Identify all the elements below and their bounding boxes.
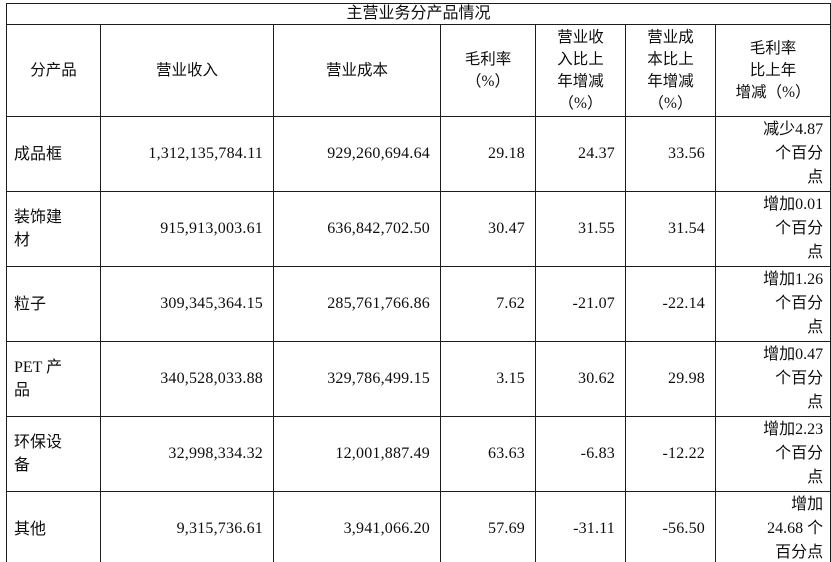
cost-cell: 636,842,702.50 <box>273 191 441 267</box>
revenue-cell: 915,913,003.61 <box>100 191 274 267</box>
margin-yoy-cell: 减少4.87 个百分 点 <box>714 116 831 192</box>
cost-cell: 285,761,766.86 <box>273 266 441 342</box>
revenue-cell: 309,345,364.15 <box>100 266 274 342</box>
gross-margin-cell: 63.63 <box>440 416 536 492</box>
cost-cell: 3,941,066.20 <box>273 491 441 562</box>
table-row: 装饰建 材 915,913,003.61 636,842,702.50 30.4… <box>6 191 831 267</box>
product-cell: 成品框 <box>6 116 101 192</box>
gross-margin-cell: 30.47 <box>440 191 536 267</box>
product-cell: 装饰建 材 <box>6 191 101 267</box>
cost-yoy-cell: 29.98 <box>625 341 716 417</box>
revenue-yoy-cell: 31.55 <box>535 191 626 267</box>
cost-cell: 329,786,499.15 <box>273 341 441 417</box>
column-header-gross-margin: 毛利率 （%） <box>440 24 536 117</box>
column-header-revenue: 营业收入 <box>100 24 274 117</box>
cost-cell: 12,001,887.49 <box>273 416 441 492</box>
revenue-yoy-cell: 30.62 <box>535 341 626 417</box>
revenue-yoy-cell: -6.83 <box>535 416 626 492</box>
margin-yoy-cell: 增加1.26 个百分 点 <box>714 266 831 342</box>
table-header-row: 分产品 营业收入 营业成本 毛利率 （%） 营业收 入比上 年增减 （%） 营业… <box>6 24 831 117</box>
cost-yoy-cell: 33.56 <box>625 116 716 192</box>
revenue-cell: 32,998,334.32 <box>100 416 274 492</box>
margin-yoy-cell: 增加0.01 个百分 点 <box>714 191 831 267</box>
cost-yoy-cell: -56.50 <box>625 491 716 562</box>
product-cell: 环保设 备 <box>6 416 101 492</box>
table-row: PET 产 品 340,528,033.88 329,786,499.15 3.… <box>6 341 831 417</box>
revenue-yoy-cell: -31.11 <box>535 491 626 562</box>
column-header-cost: 营业成本 <box>273 24 441 117</box>
gross-margin-cell: 29.18 <box>440 116 536 192</box>
cost-yoy-cell: -12.22 <box>625 416 716 492</box>
main-business-by-product-table: 主营业务分产品情况 分产品 营业收入 营业成本 毛利率 （%） 营业收 入比上 … <box>5 3 831 562</box>
revenue-yoy-cell: 24.37 <box>535 116 626 192</box>
cost-yoy-cell: -22.14 <box>625 266 716 342</box>
table-title: 主营业务分产品情况 <box>5 3 831 25</box>
cost-yoy-cell: 31.54 <box>625 191 716 267</box>
product-cell: 其他 <box>6 491 101 562</box>
revenue-cell: 1,312,135,784.11 <box>100 116 274 192</box>
gross-margin-cell: 57.69 <box>440 491 536 562</box>
table-row: 成品框 1,312,135,784.11 929,260,694.64 29.1… <box>6 116 831 192</box>
column-header-cost-yoy: 营业成 本比上 年增减 （%） <box>625 24 716 117</box>
revenue-cell: 9,315,736.61 <box>100 491 274 562</box>
table-row: 粒子 309,345,364.15 285,761,766.86 7.62 -2… <box>6 266 831 342</box>
table-row: 环保设 备 32,998,334.32 12,001,887.49 63.63 … <box>6 416 831 492</box>
column-header-margin-yoy: 毛利率 比上年 增减（%） <box>714 24 831 117</box>
margin-yoy-cell: 增加 24.68 个 百分点 <box>714 491 831 562</box>
revenue-cell: 340,528,033.88 <box>100 341 274 417</box>
revenue-yoy-cell: -21.07 <box>535 266 626 342</box>
product-cell: PET 产 品 <box>6 341 101 417</box>
gross-margin-cell: 7.62 <box>440 266 536 342</box>
product-cell: 粒子 <box>6 266 101 342</box>
column-header-product: 分产品 <box>6 24 101 117</box>
table-title-row: 主营业务分产品情况 <box>5 3 831 25</box>
column-header-revenue-yoy: 营业收 入比上 年增减 （%） <box>535 24 626 117</box>
margin-yoy-cell: 增加0.47 个百分 点 <box>714 341 831 417</box>
margin-yoy-cell: 增加2.23 个百分 点 <box>714 416 831 492</box>
table-row: 其他 9,315,736.61 3,941,066.20 57.69 -31.1… <box>6 491 831 562</box>
cost-cell: 929,260,694.64 <box>273 116 441 192</box>
gross-margin-cell: 3.15 <box>440 341 536 417</box>
